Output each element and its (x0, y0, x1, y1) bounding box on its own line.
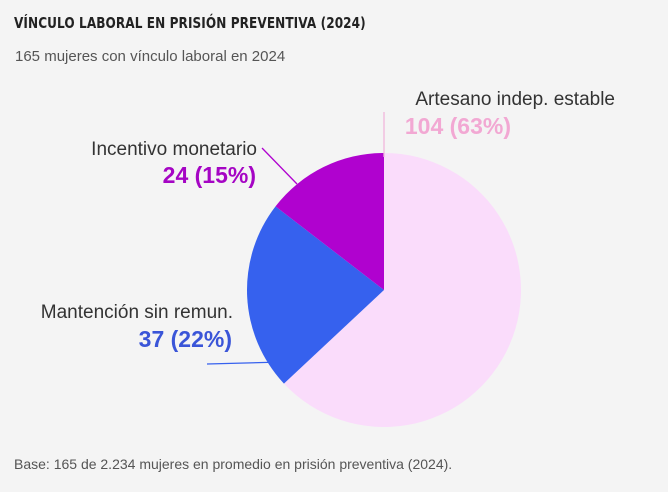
slice-value-mantencion: 37 (22%) (139, 326, 232, 352)
pie-slice-incentivo (275, 153, 384, 290)
slice-value-artesano: 104 (63%) (405, 113, 511, 139)
slice-value-incentivo: 24 (15%) (163, 162, 256, 188)
leader-line-incentivo (261, 147, 298, 185)
chart-subtitle: 165 mujeres con vínculo laboral en 2024 (15, 48, 286, 65)
slice-label-artesano: Artesano indep. estable (415, 89, 615, 110)
slice-label-mantencion: Mantención sin remun. (41, 302, 233, 323)
pie-slice-mantencion (247, 206, 384, 384)
pie-slice-artesano (283, 153, 521, 427)
slice-label-incentivo: Incentivo monetario (91, 139, 257, 160)
chart-title: VÍNCULO LABORAL EN PRISIÓN PREVENTIVA (2… (14, 14, 366, 32)
leader-line-mantencion (206, 361, 283, 365)
chart-footer: Base: 165 de 2.234 mujeres en promedio e… (14, 456, 453, 472)
